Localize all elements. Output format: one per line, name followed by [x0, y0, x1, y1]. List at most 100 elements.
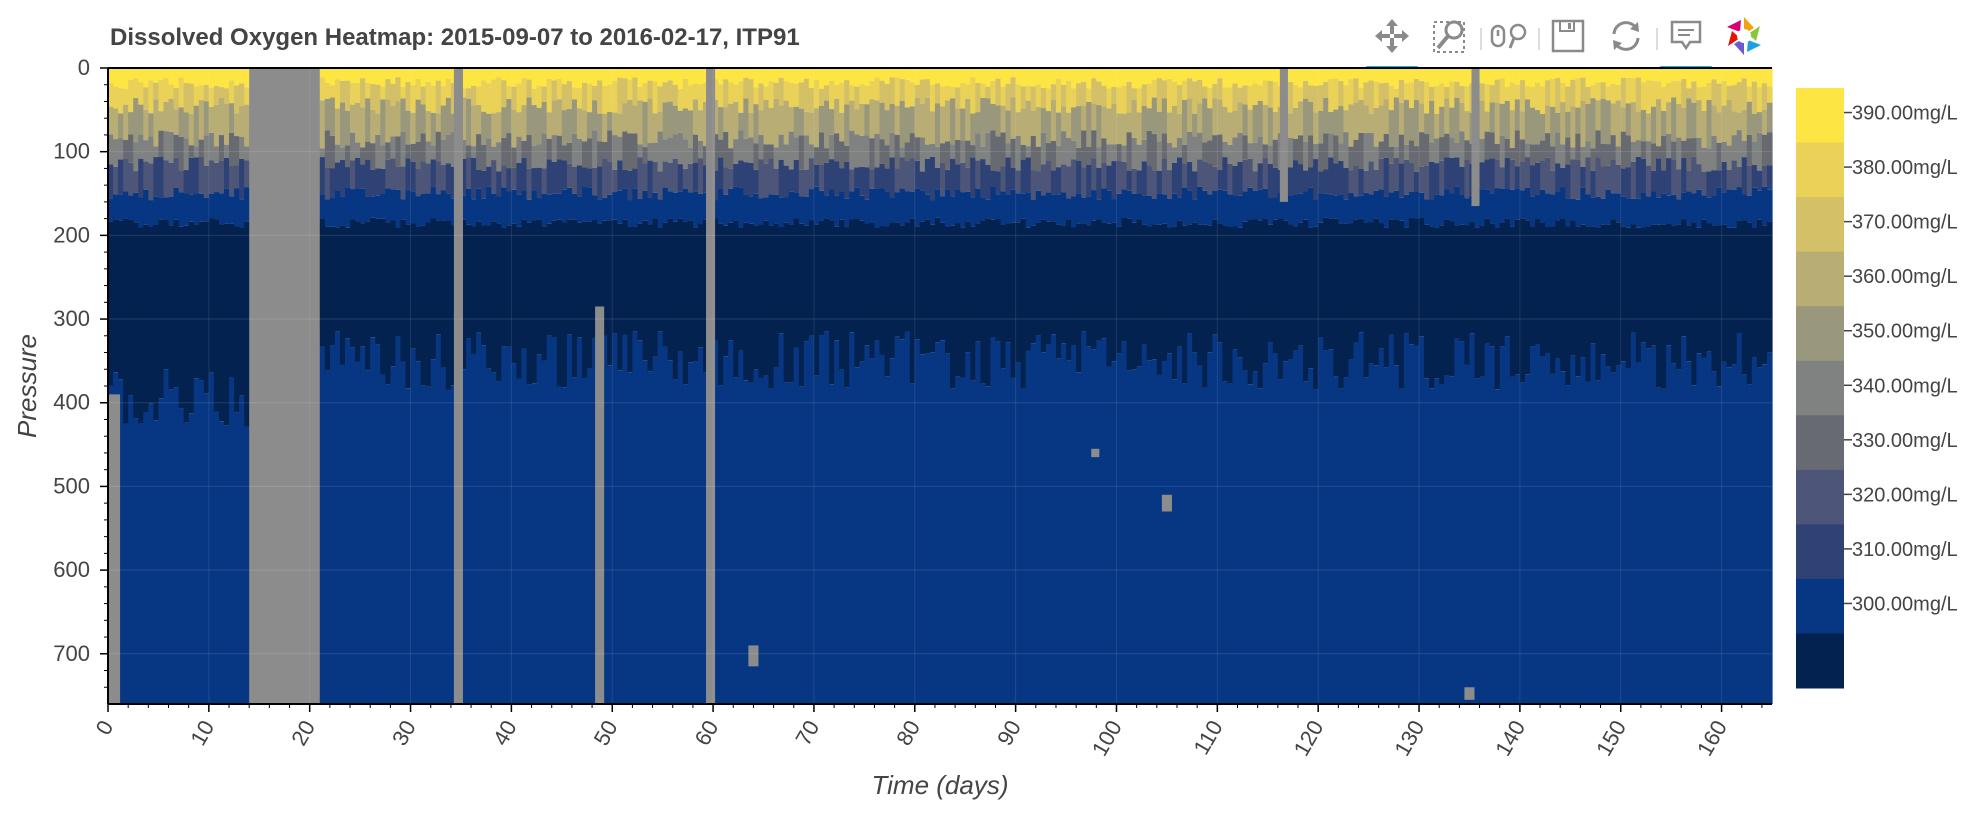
heatmap-cell	[1328, 349, 1334, 704]
heatmap-cell	[1726, 169, 1733, 190]
heatmap-cell	[143, 109, 149, 141]
heatmap-cell	[218, 135, 225, 161]
heatmap-cell	[244, 221, 250, 427]
heatmap-cell	[1635, 77, 1642, 112]
heatmap-cell	[1620, 77, 1627, 108]
heatmap-cell	[1161, 360, 1168, 704]
heatmap-cell	[329, 135, 336, 169]
heatmap-cell	[1570, 106, 1576, 148]
save-icon	[1551, 19, 1585, 53]
heatmap-cell	[1560, 187, 1566, 219]
heatmap-cell	[864, 68, 870, 86]
heatmap-cell	[526, 97, 533, 135]
wheel-zoom-tool[interactable]	[1488, 14, 1532, 58]
heatmap-cell	[360, 164, 366, 189]
heatmap-cell	[1071, 68, 1077, 89]
heatmap-cell	[1746, 101, 1753, 135]
heatmap-cell	[697, 158, 704, 194]
heatmap-cell	[420, 104, 427, 134]
heatmap-cell	[818, 68, 825, 89]
heatmap-cell	[672, 84, 679, 106]
heatmap-cell	[556, 386, 563, 704]
heatmap-cell	[703, 192, 709, 220]
heatmap-cell	[1575, 376, 1581, 704]
heatmap-cell	[1030, 110, 1037, 136]
heatmap-cell	[1187, 131, 1193, 162]
heatmap-cell	[324, 68, 331, 83]
heatmap-cell	[834, 226, 840, 341]
heatmap-cell	[960, 192, 966, 228]
heatmap-cell	[1761, 68, 1768, 84]
heatmap-cell	[1429, 68, 1435, 87]
heatmap-cell	[1202, 387, 1208, 704]
heatmap-area[interactable]	[107, 67, 1773, 704]
heatmap-cell	[445, 134, 452, 164]
box-zoom-tool[interactable]	[1428, 14, 1472, 58]
heatmap-cell	[1580, 357, 1587, 704]
heatmap-cell	[1761, 186, 1768, 226]
heatmap-cell	[203, 197, 210, 222]
heatmap-cell	[813, 108, 820, 148]
heatmap-cell	[1751, 68, 1758, 82]
heatmap-cell	[1292, 226, 1299, 351]
heatmap-cell	[329, 97, 336, 136]
heatmap-cell	[1020, 388, 1027, 704]
heatmap-cell	[339, 102, 346, 149]
heatmap-cell	[178, 136, 185, 171]
heatmap-cell	[1071, 88, 1077, 108]
heatmap-cell	[334, 331, 341, 704]
heatmap-cell	[723, 131, 729, 168]
heatmap-cell	[1071, 227, 1077, 346]
heatmap-cell	[390, 158, 397, 190]
heatmap-cell	[405, 144, 412, 159]
heatmap-cell	[1585, 86, 1592, 105]
heatmap-cell	[541, 68, 548, 87]
heatmap-cell	[1121, 113, 1128, 146]
heatmap-cell	[1398, 79, 1405, 103]
heatmap-cell	[1716, 83, 1723, 113]
heatmap-cell	[703, 102, 709, 147]
heatmap-cell	[1459, 131, 1466, 167]
heatmap-cell	[1741, 140, 1748, 158]
heatmap-cell	[849, 169, 855, 192]
heatmap-cell	[138, 197, 144, 228]
heatmap-cell	[1545, 68, 1551, 81]
heatmap-cell	[1257, 388, 1264, 704]
heatmap-cell	[390, 136, 397, 159]
save-tool[interactable]	[1546, 14, 1590, 58]
heatmap-cell	[324, 82, 331, 99]
heatmap-cell	[1182, 225, 1188, 384]
heatmap-cell	[1035, 84, 1042, 108]
heatmap-cell	[824, 100, 830, 149]
heatmap-cell	[1408, 162, 1415, 192]
heatmap-cell	[743, 138, 749, 163]
heatmap-cell	[450, 82, 457, 114]
heatmap-cell	[1166, 112, 1173, 143]
heatmap-cell	[1111, 161, 1118, 200]
heatmap-cell	[824, 68, 830, 86]
heatmap-cell	[1353, 78, 1360, 103]
heatmap-cell	[148, 403, 154, 704]
heatmap-cell	[234, 136, 240, 166]
bokeh-logo[interactable]	[1722, 14, 1766, 58]
heatmap-cell	[1540, 113, 1546, 141]
heatmap-cell	[869, 169, 876, 189]
reset-tool[interactable]	[1604, 14, 1648, 58]
heatmap-cell	[118, 113, 124, 139]
heatmap-cell	[1237, 227, 1244, 358]
heatmap-cell	[743, 68, 749, 78]
heatmap-cell	[1202, 190, 1208, 225]
heatmap-cell	[1439, 225, 1445, 385]
heatmap-cell	[1434, 227, 1440, 379]
heatmap-cell	[995, 341, 1002, 704]
heatmap-cell	[1741, 220, 1748, 375]
heatmap-cell	[1469, 195, 1476, 222]
heatmap-cell	[244, 104, 250, 147]
heatmap-cell	[1308, 135, 1314, 168]
heatmap-cell	[1661, 110, 1667, 137]
heatmap-cell	[758, 110, 765, 135]
heatmap-cell	[1535, 194, 1541, 220]
heatmap-cell	[647, 198, 654, 225]
heatmap-cell	[193, 193, 200, 225]
